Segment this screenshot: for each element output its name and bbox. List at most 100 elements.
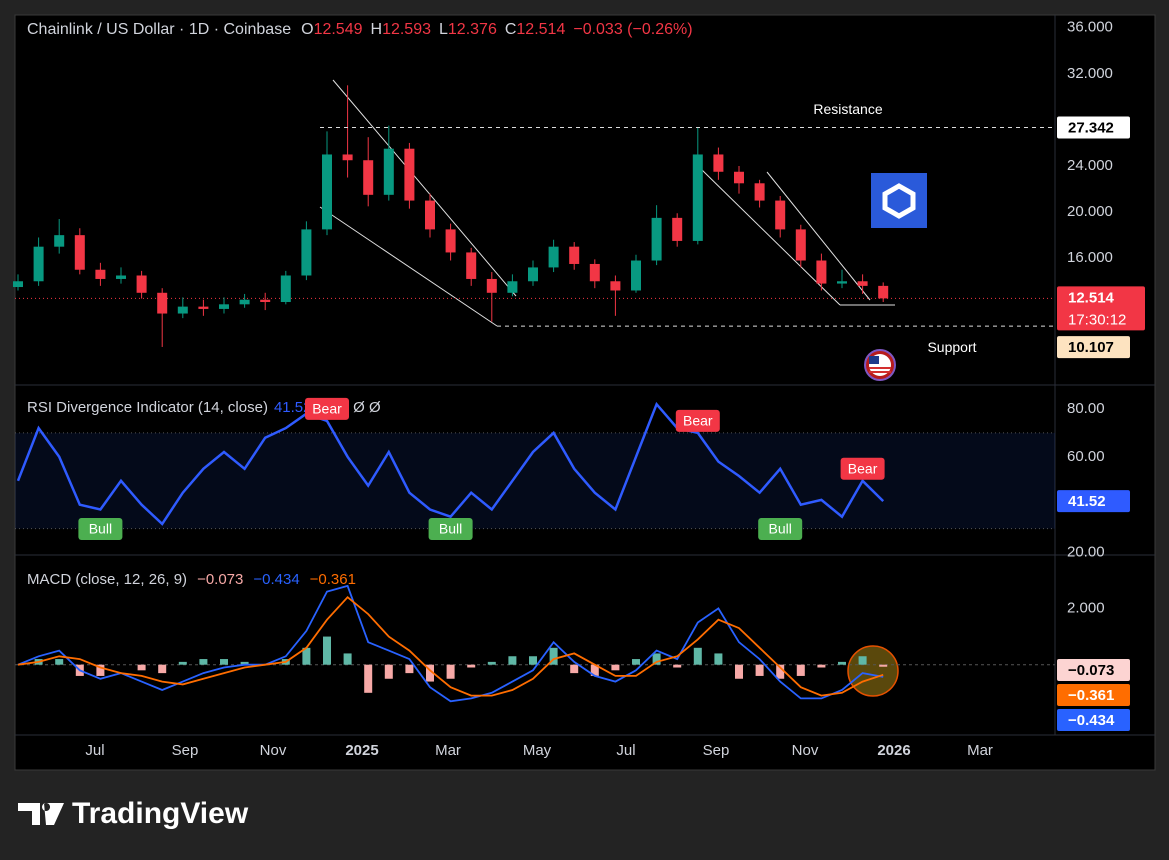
ohlc-label: H (371, 21, 383, 38)
histogram-bar (735, 664, 743, 679)
histogram-bar (137, 664, 146, 671)
candle-body (157, 292, 168, 314)
histogram-bar (446, 664, 455, 679)
candle-body (301, 229, 312, 276)
price-tag (1057, 709, 1130, 731)
candle-body (486, 278, 497, 293)
ohlc-label: L (439, 21, 448, 38)
candle-body (507, 281, 518, 293)
histogram-bar (96, 664, 105, 676)
signal-label: Bear (312, 401, 342, 417)
candle-body (837, 281, 847, 284)
histogram-bar (302, 647, 311, 665)
candle-body (857, 281, 868, 286)
candle-body (74, 235, 85, 270)
footer-brand: TradingView (72, 797, 249, 830)
candle-body (13, 281, 23, 288)
rsi-value: 41.52 (274, 399, 312, 416)
signal-badge (305, 397, 349, 420)
y-tick-label: 20.000 (1067, 203, 1113, 220)
histogram-bar (693, 647, 702, 665)
histogram-bar (632, 659, 640, 665)
histogram-bar (817, 664, 826, 668)
histogram-bar (508, 656, 517, 665)
signal-label: Bear (683, 413, 713, 429)
change: −0.033 (−0.26%) (573, 21, 692, 38)
price-tag-label: −0.434 (1068, 712, 1115, 729)
candle-body (54, 235, 65, 247)
histogram-bar (158, 664, 167, 674)
price-tag (1057, 659, 1130, 681)
histogram-bar (755, 664, 764, 676)
histogram-bar (55, 659, 64, 665)
candle-body (239, 299, 250, 305)
candle-body (672, 217, 683, 241)
histogram-bar (426, 664, 434, 682)
candle-body (177, 306, 188, 314)
histogram-bar (570, 664, 579, 674)
candle-body (95, 269, 106, 279)
histogram-bar (487, 661, 496, 665)
macd-title: MACD (close, 12, 26, 9) (27, 571, 187, 588)
tradingview-logo: TradingView (18, 797, 249, 830)
histogram-bar (796, 664, 805, 676)
candle-body (260, 299, 271, 303)
candle-body (198, 306, 209, 309)
price-tag-label: −0.361 (1068, 687, 1114, 704)
signal-badge (675, 409, 720, 432)
candle-body (569, 246, 580, 264)
candle-body (589, 263, 600, 282)
candle-body (342, 154, 353, 161)
highlight-circle (847, 645, 899, 697)
x-tick-label: Sep (703, 742, 730, 759)
rsi-line (16, 401, 885, 526)
candle-body (404, 148, 415, 201)
chart-title: Chainlink / US Dollar · 1D · Coinbase (27, 21, 291, 38)
signal-label: Bear (848, 460, 878, 476)
candle-body (816, 260, 827, 284)
macd-hist-value: −0.073 (197, 571, 243, 588)
histogram-bar (673, 664, 682, 668)
histogram-bar (240, 661, 249, 665)
macd-line (17, 584, 884, 703)
price-tag-label: 10.107 (1068, 339, 1114, 356)
price-tag-label: 12.514 (1068, 289, 1115, 306)
chart-header: Chainlink / US Dollar · 1D · Coinbase O12… (27, 21, 693, 38)
x-tick-label: 2025 (345, 742, 378, 759)
histogram-bar (323, 636, 331, 665)
ohlc-value: 12.376 (448, 21, 497, 38)
x-tick-label: May (523, 742, 552, 759)
y-tick-label: 60.00 (1067, 448, 1105, 465)
y-tick-label: 2.000 (1067, 599, 1105, 616)
candle-body (219, 304, 229, 309)
candle-body (425, 200, 435, 230)
rsi-band (15, 432, 1055, 529)
x-tick-label: Sep (172, 742, 199, 759)
y-tick-label: 20.00 (1067, 544, 1105, 561)
ohlc-label: C (505, 21, 517, 38)
signal-badge (840, 457, 885, 480)
price-tag-label: −0.073 (1068, 662, 1114, 679)
x-tick-label: 2026 (877, 742, 910, 759)
histogram-bar (590, 664, 599, 676)
y-tick-label: 80.00 (1067, 400, 1105, 417)
price-tag (1057, 490, 1130, 513)
histogram-bar (879, 664, 888, 667)
x-tick-label: Mar (967, 742, 993, 759)
y-tick-label: 32.000 (1067, 65, 1113, 82)
annotation: Support (927, 339, 976, 355)
candle-body (754, 183, 765, 201)
candle-body (280, 275, 291, 303)
ohlc-value: 12.549 (314, 21, 363, 38)
signal-label: Bull (89, 521, 112, 537)
histogram-bar (529, 656, 537, 665)
price-tag (1057, 116, 1130, 139)
rsi-title: RSI Divergence Indicator (14, close) (27, 399, 268, 416)
candle-body (322, 154, 332, 230)
signal-badge (78, 518, 123, 540)
candle-body (878, 285, 889, 299)
candle-body (548, 246, 559, 268)
candle-body (631, 260, 641, 291)
signal-label: Bull (439, 521, 462, 537)
